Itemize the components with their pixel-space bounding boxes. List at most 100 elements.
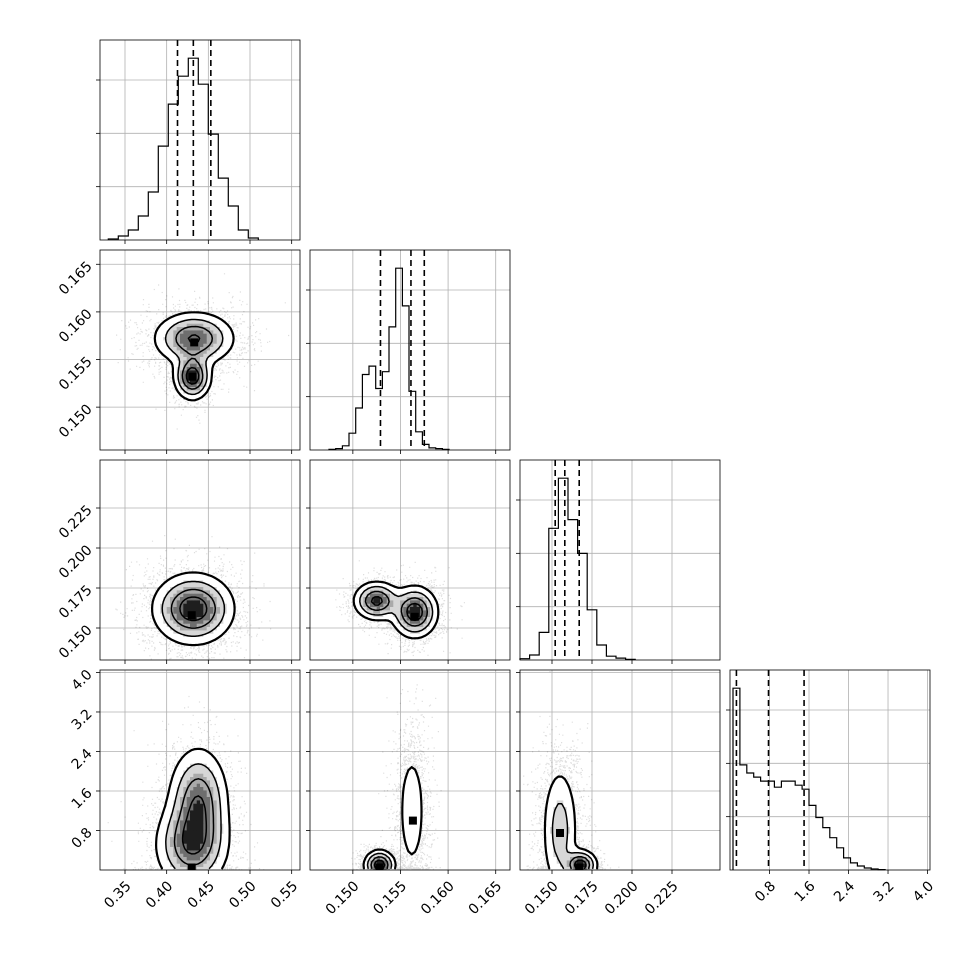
density-cell [200, 776, 204, 781]
density-cell [193, 633, 197, 637]
density-cell [206, 860, 211, 864]
density-cell [223, 853, 227, 857]
density-cell [546, 806, 551, 811]
density-cell [410, 633, 414, 637]
density-cell [193, 790, 197, 794]
density-cell [180, 610, 184, 614]
density-cell [203, 330, 207, 334]
y-tick-label-p2: 0.150 [56, 622, 96, 662]
density-cell [176, 586, 181, 591]
density-cell [216, 863, 221, 867]
density-cell [560, 846, 564, 851]
density-cell [416, 786, 421, 791]
density-cell [166, 610, 171, 614]
density-cell [183, 856, 187, 861]
density-cell [376, 856, 381, 861]
density-cell [216, 603, 221, 607]
density-cell [160, 350, 164, 354]
density-cell [386, 593, 391, 597]
density-cell [186, 820, 191, 824]
density-cell [200, 840, 204, 844]
density-cell [223, 626, 227, 631]
density-cell [226, 333, 231, 337]
density-cell [210, 343, 214, 347]
density-cell [176, 616, 181, 621]
density-cell [210, 320, 214, 324]
density-cell [413, 793, 417, 797]
density-cell [216, 580, 221, 584]
density-cell [166, 626, 171, 631]
density-cell [220, 790, 224, 794]
density-cell [186, 790, 191, 794]
density-cell [176, 773, 181, 777]
density-cell [210, 853, 214, 857]
density-cell [226, 326, 231, 331]
density-cell [166, 796, 171, 801]
density-cell [210, 826, 214, 831]
density-cell [386, 853, 391, 857]
density-cell [570, 863, 574, 867]
density-cell [196, 576, 201, 581]
density-cell [556, 790, 561, 794]
density-cell [563, 800, 567, 804]
density-cell [206, 793, 211, 797]
density-cell [213, 816, 217, 821]
density-cell [203, 576, 207, 581]
density-cell [550, 813, 554, 817]
density-cell [190, 776, 194, 781]
density-cell [563, 840, 567, 844]
density-cell [570, 840, 574, 844]
density-cell [373, 593, 377, 597]
density-cell [390, 593, 394, 597]
x-tick-label-p0: 0.45 [185, 878, 218, 911]
contour-line [551, 803, 595, 870]
density-cell [183, 810, 187, 814]
density-cell [176, 620, 181, 624]
density-cell [200, 806, 204, 811]
density-cell [220, 336, 224, 341]
density-cell [200, 363, 204, 367]
density-cell [196, 583, 201, 587]
density-cell [173, 810, 177, 814]
density-cell [193, 806, 197, 811]
grid [310, 250, 510, 450]
density-cell [156, 590, 161, 594]
density-cell [173, 633, 177, 637]
density-cell [553, 836, 557, 841]
density-cell [403, 616, 407, 621]
density-cell [196, 573, 201, 577]
density-cell [210, 866, 214, 870]
x-tick-label-p2: 0.150 [522, 878, 562, 918]
density-cell [173, 860, 177, 864]
density-cell [416, 626, 421, 631]
density-cell [406, 816, 411, 821]
density-cell [560, 800, 564, 804]
density-cell [216, 826, 221, 831]
density-cell [213, 823, 217, 827]
density-cell [173, 370, 177, 374]
density-cell [190, 766, 194, 771]
density-cell [366, 596, 371, 601]
density-cell [190, 833, 194, 837]
density-cell [403, 820, 407, 824]
density-cell [173, 353, 177, 357]
density-cell [190, 330, 194, 334]
density-cell [173, 576, 177, 581]
density-cell [166, 633, 171, 637]
y-tick-label-p3: 4.0 [69, 667, 96, 694]
density-cell [180, 780, 184, 784]
density-cell [566, 816, 571, 821]
density-cell [213, 786, 217, 791]
density-cell [220, 860, 224, 864]
density-cell [186, 753, 191, 757]
density-cell [200, 576, 204, 581]
x-tick-label-p3: 1.6 [792, 878, 819, 905]
density-cell [556, 850, 561, 854]
density-cell [553, 856, 557, 861]
density-cell [210, 626, 214, 631]
density-cell [186, 806, 191, 811]
peak-marker [575, 863, 584, 870]
density-cell [553, 823, 557, 827]
density-cell [230, 340, 234, 344]
density-cell [176, 780, 181, 784]
